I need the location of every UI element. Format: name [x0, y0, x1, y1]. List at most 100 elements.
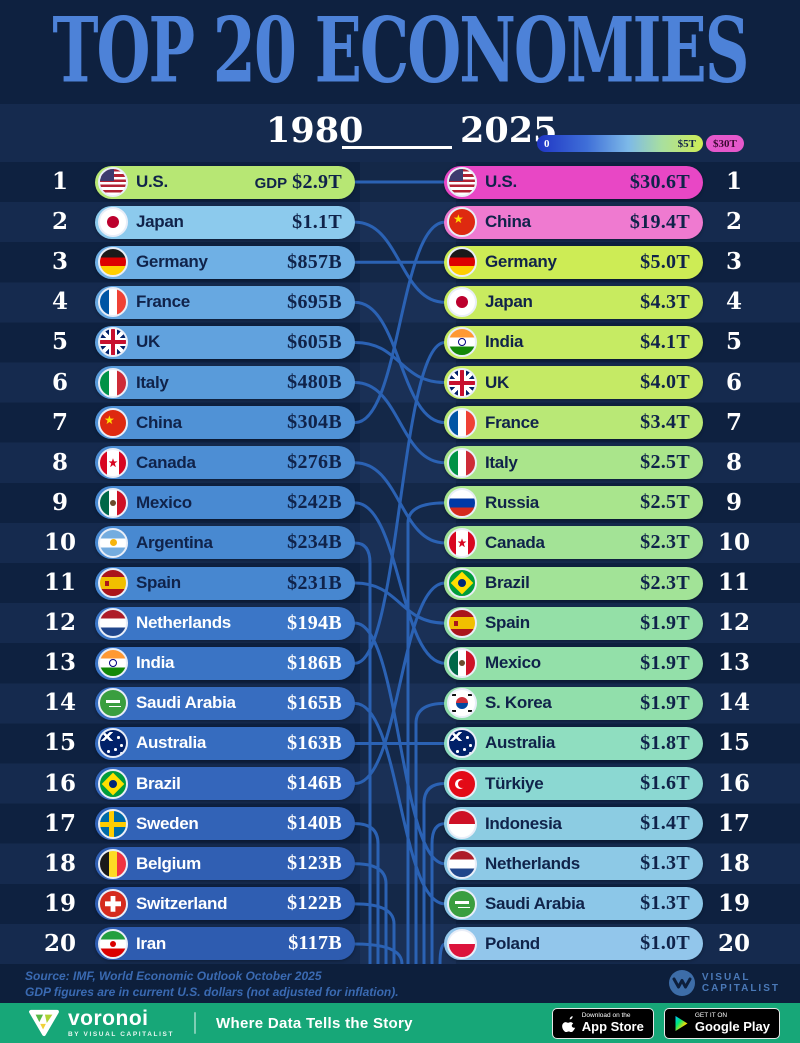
rank-number: 8 [51, 448, 68, 476]
gdp-value: $1.9T [640, 611, 690, 634]
flag-au-icon [98, 728, 128, 759]
rank-row-l-9: 9 Mexico $242B [0, 483, 800, 523]
rank-number: 10 [717, 528, 750, 556]
flag-de-icon [98, 247, 128, 278]
color-scale-legend: 0 $5T $30T [537, 135, 744, 152]
gdp-value: $1.3T [640, 892, 690, 915]
country-name: S. Korea [485, 693, 552, 713]
country-pill: Argentina $234B [95, 526, 355, 560]
gdp-value: $2.5T [640, 491, 690, 514]
country-pill: Canada $276B [95, 446, 355, 480]
country-pill: Belgium $123B [95, 847, 355, 881]
rank-row-r-10: 10 Canada $2.3T [0, 523, 800, 563]
flag-jp-icon [447, 287, 477, 318]
rank-row-r-2: 2 China $19.4T [0, 202, 800, 242]
country-pill: Germany $857B [95, 245, 355, 279]
gdp-value: $605B [287, 330, 342, 353]
gdp-value: $30.6T [629, 170, 690, 193]
rank-number: 12 [717, 609, 750, 637]
flag-pl-icon [447, 928, 477, 959]
rank-number: 4 [51, 288, 68, 316]
gdp-value: $19.4T [629, 210, 690, 233]
rank-number: 20 [43, 929, 76, 957]
country-name: India [136, 653, 175, 673]
country-name: Mexico [485, 653, 541, 673]
country-pill: Sweden $140B [95, 807, 355, 841]
rank-row-l-12: 12 Netherlands $194B [0, 603, 800, 643]
country-name: France [485, 412, 539, 432]
gdp-value: $165B [287, 691, 342, 714]
country-name: Saudi Arabia [136, 693, 236, 713]
country-pill: France $695B [95, 285, 355, 319]
rank-row-l-7: 7 China $304B [0, 403, 800, 443]
rank-row-r-5: 5 India $4.1T [0, 322, 800, 362]
rank-row-r-13: 13 Mexico $1.9T [0, 643, 800, 683]
legend-mid-label: $5T [677, 137, 696, 150]
country-pill: Japan $1.1T [95, 205, 355, 239]
rank-row-r-6: 6 UK $4.0T [0, 363, 800, 403]
gdp-value: $117B [288, 932, 342, 955]
gdp-value: $194B [287, 611, 342, 634]
flag-mx-icon [98, 487, 128, 518]
app-store-badge[interactable]: Download on the App Store [551, 1007, 654, 1039]
flag-br-icon [447, 568, 477, 598]
country-pill: France $3.4T [444, 406, 703, 440]
country-name: China [485, 212, 531, 232]
gdp-value: $4.3T [640, 290, 690, 313]
flag-de-icon [447, 247, 477, 278]
flag-it-icon [98, 367, 128, 398]
rank-number: 1 [51, 168, 68, 195]
flag-sa-icon [98, 688, 128, 719]
rank-row-l-19: 19 Switzerland $122B [0, 884, 800, 924]
source-line-1: Source: IMF, World Economic Outlook Octo… [25, 969, 322, 983]
rank-row-l-18: 18 Belgium $123B [0, 844, 800, 884]
country-name: Canada [136, 452, 196, 472]
rank-number: 14 [43, 689, 76, 717]
country-name: Mexico [136, 492, 192, 512]
rank-number: 12 [43, 609, 76, 637]
flag-cn-icon [98, 407, 128, 438]
source-note: Source: IMF, World Economic Outlook Octo… [25, 968, 399, 1000]
country-pill: U.S. GDP $2.9T [95, 165, 355, 199]
flag-kr-icon [447, 688, 477, 719]
google-play-badge[interactable]: GET IT ON Google Play [663, 1007, 780, 1039]
gdp-value: $2.3T [640, 571, 690, 594]
rank-number: 17 [717, 809, 750, 837]
rank-number: 3 [51, 248, 68, 276]
country-name: China [136, 412, 182, 432]
rank-row-l-3: 3 Germany $857B [0, 242, 800, 282]
rank-row-l-15: 15 Australia $163B [0, 723, 800, 763]
voronoi-wordmark: voronoi [68, 1007, 149, 1030]
gdp-value: $242B [287, 491, 342, 514]
legend-max-label: $30T [706, 135, 744, 152]
gdp-value: $2.3T [640, 531, 690, 554]
country-pill: Spain $1.9T [444, 606, 703, 640]
gdp-value: $1.8T [640, 731, 690, 754]
gdp-value: $276B [287, 451, 342, 474]
gdp-label: GDP [254, 174, 288, 192]
rank-number: 2 [51, 208, 68, 236]
flag-se-icon [98, 808, 128, 839]
rank-number: 7 [51, 408, 68, 436]
visual-capitalist-logo: VISUAL CAPITALIST [668, 970, 780, 996]
gdp-value: $1.9T [640, 651, 690, 674]
country-pill: Australia $1.8T [444, 726, 703, 760]
country-pill: India $4.1T [444, 325, 703, 359]
country-pill: Saudi Arabia $1.3T [444, 887, 703, 921]
country-name: Brazil [485, 573, 530, 592]
country-name: U.S. [136, 172, 168, 191]
rank-number: 15 [717, 729, 750, 757]
store-badges: Download on the App Store GET IT ON Goog… [551, 1007, 780, 1039]
country-name: Germany [485, 252, 557, 272]
country-pill: Saudi Arabia $165B [95, 686, 355, 720]
rank-connector-lines [353, 180, 447, 964]
rank-row-r-12: 12 Spain $1.9T [0, 603, 800, 643]
country-pill: Australia $163B [95, 726, 355, 760]
gdp-value: $146B [287, 772, 342, 794]
flag-ir-icon [98, 928, 128, 959]
gdp-value: $480B [287, 371, 342, 393]
flag-it-icon [447, 447, 477, 478]
country-name: Indonesia [485, 813, 562, 833]
rank-row-r-14: 14 S. Korea $1.9T [0, 683, 800, 723]
rank-number: 17 [43, 809, 76, 837]
